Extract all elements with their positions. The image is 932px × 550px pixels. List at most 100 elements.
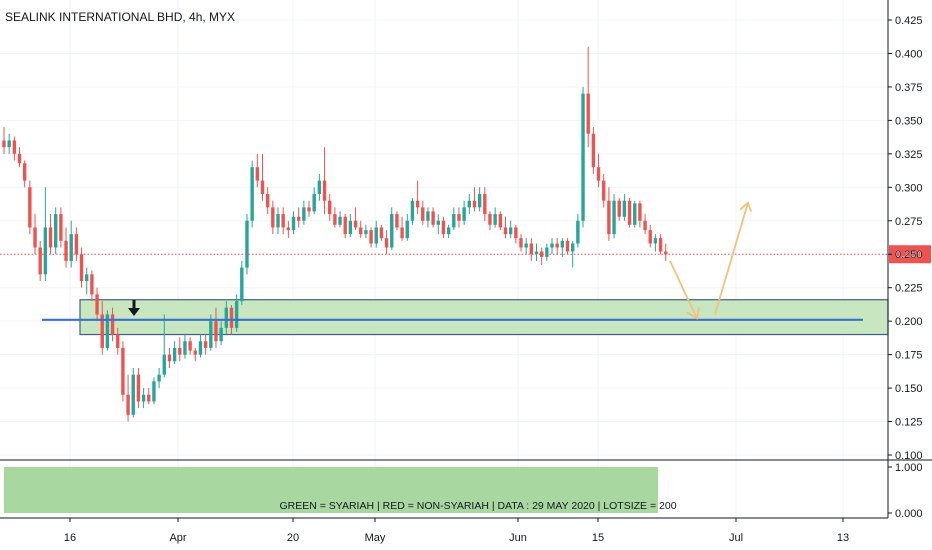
candle-body	[291, 216, 296, 231]
last-price-label: 0.250	[895, 249, 923, 261]
candle-body	[462, 207, 466, 221]
x-tick-label: 20	[287, 532, 299, 544]
candle-body	[307, 207, 311, 212]
candle-body	[431, 211, 435, 225]
candle-body	[178, 347, 182, 355]
candle-body	[90, 274, 94, 295]
candle-body	[467, 200, 471, 208]
candle-body	[219, 327, 223, 342]
candle-body	[265, 194, 270, 208]
candle-body	[162, 354, 166, 375]
candle-body	[648, 230, 652, 244]
indicator-banner-text: GREEN = SYARIAH | RED = NON-SYARIAH | DA…	[279, 500, 676, 512]
y-tick-label: 0.250	[895, 249, 923, 261]
candle-body	[28, 187, 32, 228]
candle-body	[85, 274, 89, 281]
x-tick-label: May	[365, 532, 386, 544]
candle-body	[43, 227, 48, 275]
indicator-y-tick-label: 1.000	[895, 462, 923, 474]
candle-body	[12, 140, 17, 154]
candle-body	[183, 341, 187, 355]
candle-body	[638, 203, 642, 221]
candle-body	[410, 200, 415, 221]
candle-body	[343, 216, 347, 235]
candle-body	[7, 140, 11, 148]
candle-body	[38, 247, 42, 275]
candle-body	[131, 374, 135, 415]
candle-body	[555, 243, 559, 248]
candle-body	[576, 220, 580, 244]
candle-body	[328, 200, 332, 215]
candle-body	[503, 227, 508, 235]
chart-title: SEALINK INTERNATIONAL BHD, 4h, MYX	[5, 10, 235, 24]
candle-body	[457, 214, 461, 221]
y-tick-label: 0.175	[895, 350, 923, 362]
candle-body	[436, 220, 440, 225]
candle-body	[250, 167, 254, 221]
candle-body	[338, 216, 342, 225]
projection-down-segment	[669, 260, 698, 319]
support-zone	[79, 299, 889, 336]
candle-body	[565, 240, 570, 252]
candle-body	[121, 347, 125, 395]
candle-body	[17, 153, 22, 164]
candle-body	[74, 234, 79, 255]
candle-body	[488, 214, 492, 225]
candle-body	[54, 214, 58, 248]
candle-body	[415, 200, 420, 208]
candle-body	[446, 227, 451, 235]
x-tick-label: Apr	[169, 532, 186, 544]
candle-body	[560, 240, 565, 248]
candle-body	[493, 214, 497, 225]
candle-body	[229, 307, 234, 328]
candle-body	[59, 214, 63, 241]
candle-body	[612, 200, 616, 235]
y-tick-label: 0.375	[895, 82, 923, 94]
candle-body	[22, 163, 27, 181]
candle-body	[571, 243, 575, 252]
candle-body	[596, 167, 601, 181]
candle-body	[658, 238, 663, 252]
x-tick-label: 13	[837, 532, 849, 544]
candle-body	[317, 180, 322, 194]
candle-body	[591, 133, 596, 168]
candle-body	[498, 214, 503, 228]
candle-body	[152, 381, 156, 402]
candle-body	[664, 251, 668, 255]
candle-body	[188, 341, 192, 351]
candle-body	[79, 254, 84, 281]
candle-body	[271, 207, 275, 228]
candle-body	[33, 227, 37, 248]
candle-body	[276, 214, 280, 228]
candle-body	[245, 220, 249, 268]
candle-body	[627, 200, 632, 225]
candle-body	[286, 227, 291, 231]
candle-body	[281, 214, 285, 228]
candle-body	[622, 200, 627, 217]
candle-body	[602, 180, 606, 201]
candle-body	[348, 220, 353, 235]
candle-body	[617, 200, 621, 217]
candle-body	[514, 227, 518, 239]
candle-body	[214, 321, 218, 342]
y-tick-label: 0.325	[895, 149, 923, 161]
candle-body	[534, 251, 539, 255]
candle-body	[69, 234, 73, 261]
indicator-y-tick-label: 0.000	[895, 508, 923, 520]
candle-body	[312, 194, 316, 212]
y-tick-label: 0.400	[895, 48, 923, 60]
candle-body	[157, 374, 161, 382]
candle-body	[390, 214, 394, 248]
candle-body	[126, 394, 130, 415]
projection-up-segment	[714, 202, 749, 315]
candle-body	[333, 214, 337, 225]
overlays-layer: 0.250	[0, 201, 931, 321]
candle-body	[110, 314, 115, 335]
candle-body	[653, 238, 658, 244]
candle-body	[472, 200, 477, 208]
candle-body	[172, 347, 177, 362]
candle-body	[364, 230, 368, 235]
candle-body	[643, 220, 647, 231]
x-tick-label: 15	[592, 532, 604, 544]
